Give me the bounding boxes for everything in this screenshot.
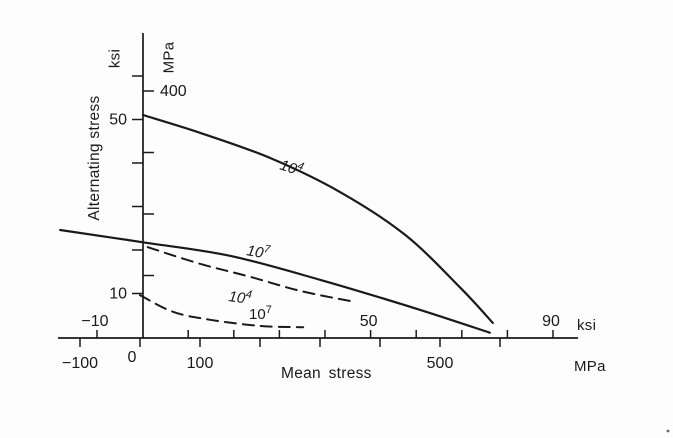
curve-solid-1e4 (141, 113, 494, 324)
y-tick-label-ksi: 50 (109, 112, 127, 129)
curve-label-dashed-1e4: 104 (227, 286, 252, 308)
x-tick-label-mpa: 0 (128, 349, 137, 366)
x-axis-unit-mpa: MPa (574, 358, 606, 375)
y-axis-title: Alternating stress (86, 95, 103, 221)
print-artifact-dot (666, 429, 670, 433)
y-tick-label-ksi: 10 (109, 286, 127, 303)
curve-label-sup-dashed-1e4: 4 (245, 288, 253, 301)
x-axis-unit-ksi: ksi (577, 317, 597, 334)
x-tick-label-mpa: 500 (427, 355, 454, 372)
x-tick-label-ksi: −10 (81, 313, 108, 330)
x-axis-title: Mean stress (281, 365, 372, 382)
x-tick-label-mpa: 100 (187, 355, 214, 372)
curve-label-solid-1e7: 107 (245, 240, 272, 263)
y-axis-unit-ksi: ksi (106, 48, 124, 69)
curve-label-solid-1e4: 104 (278, 155, 306, 180)
curve-dashed-1e4 (146, 246, 356, 303)
curve-label-sup-solid-1e4: 4 (296, 160, 306, 173)
x-tick-label-ksi: 90 (542, 313, 560, 330)
curve-label-sup-dashed-1e7: 7 (266, 304, 272, 316)
curve-dashed-1e7 (139, 294, 305, 329)
curve-solid-1e7 (59, 228, 491, 334)
curve-label-sup-solid-1e7: 7 (263, 243, 272, 256)
y-tick-label-mpa: 400 (160, 83, 187, 100)
y-axis-unit-mpa: MPa (160, 41, 178, 74)
curve-label-dashed-1e7: 107 (249, 304, 272, 323)
x-tick-label-mpa: −100 (62, 355, 98, 372)
x-tick-label-ksi: 50 (360, 313, 378, 330)
